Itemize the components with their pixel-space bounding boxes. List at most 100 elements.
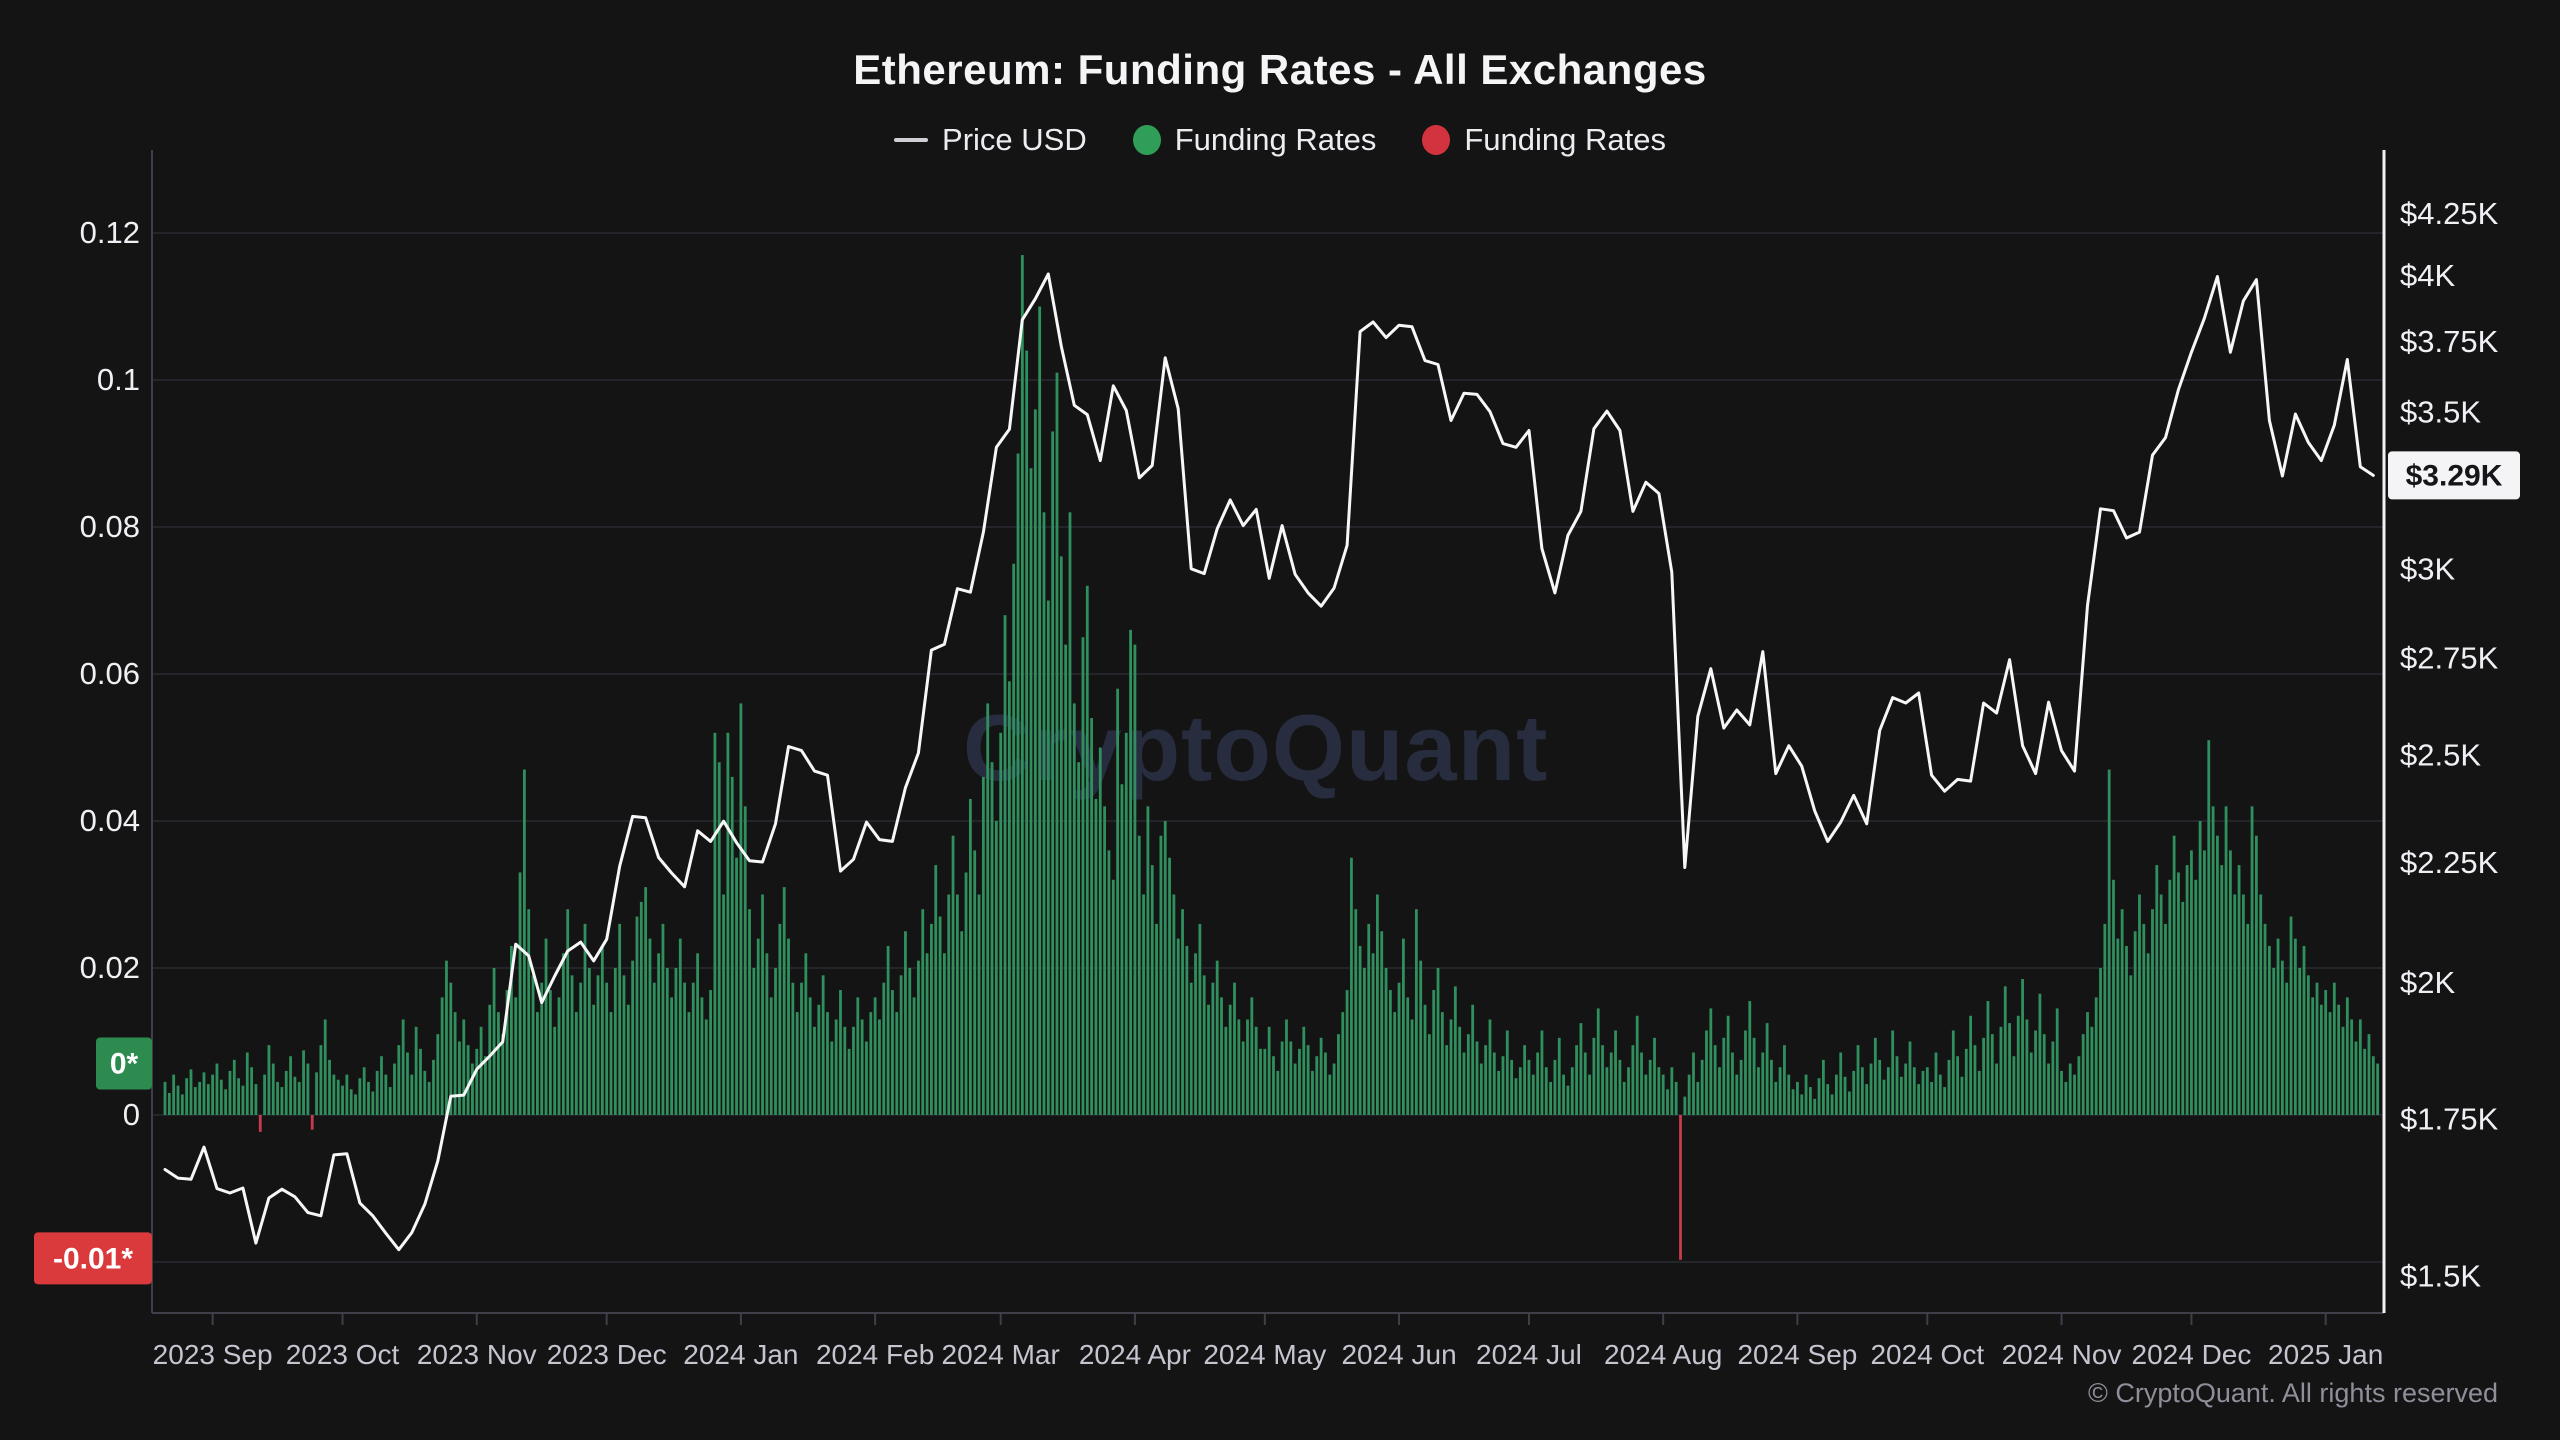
funding-bar — [1657, 1067, 1661, 1115]
funding-bar — [856, 997, 860, 1115]
funding-bar — [1350, 857, 1353, 1115]
funding-bar — [2055, 1008, 2059, 1115]
funding-bar — [613, 968, 617, 1115]
funding-bar — [271, 1063, 275, 1115]
funding-bar — [284, 1070, 288, 1115]
funding-bar — [189, 1069, 193, 1115]
funding-bar — [1475, 1041, 1479, 1115]
funding-bar — [479, 1026, 483, 1115]
funding-bar — [1380, 931, 1384, 1115]
funding-bar — [410, 1074, 414, 1115]
funding-bar — [1194, 953, 1197, 1115]
funding-bar — [1397, 982, 1401, 1115]
funding-bar — [813, 1026, 816, 1115]
funding-bar — [2328, 1012, 2332, 1115]
funding-bar — [2081, 1034, 2085, 1115]
funding-bar — [527, 909, 531, 1115]
funding-bar — [1631, 1045, 1635, 1115]
funding-bar — [328, 1059, 331, 1115]
funding-bar — [1059, 556, 1063, 1115]
funding-bar — [1873, 1037, 1877, 1115]
funding-bar — [1124, 732, 1128, 1115]
funding-bar — [999, 732, 1003, 1115]
funding-bar — [1003, 615, 1007, 1115]
funding-bar — [1337, 1034, 1340, 1115]
funding-bar — [2254, 835, 2258, 1115]
funding-bar — [947, 894, 951, 1115]
right-axis-label: $1.5K — [2400, 1259, 2481, 1294]
funding-bar — [401, 1019, 405, 1115]
funding-bar — [306, 1063, 310, 1115]
funding-bar — [510, 945, 513, 1115]
funding-bar — [1549, 1081, 1552, 1115]
funding-bar — [981, 776, 985, 1115]
funding-bar — [1809, 1087, 1812, 1115]
funding-bar — [1882, 1079, 1886, 1115]
funding-bar — [1562, 1074, 1565, 1115]
funding-bar — [2371, 1056, 2375, 1115]
funding-bar — [1181, 909, 1184, 1115]
funding-last-badge — [96, 1037, 152, 1090]
funding-bar — [1834, 1074, 1838, 1115]
funding-bar — [886, 945, 890, 1115]
funding-bar — [315, 1072, 318, 1115]
funding-bar — [921, 909, 925, 1115]
funding-bar — [756, 938, 760, 1115]
funding-bar — [2259, 894, 2263, 1115]
funding-bar — [1427, 1034, 1431, 1115]
x-axis-label: 2024 Jan — [683, 1339, 798, 1370]
funding-bar — [1449, 1019, 1453, 1115]
funding-bar — [1155, 923, 1158, 1115]
funding-bar — [683, 982, 686, 1115]
funding-bar — [297, 1081, 301, 1115]
funding-bar — [1159, 835, 1163, 1115]
funding-bar — [1592, 1037, 1596, 1115]
funding-bar — [2090, 1026, 2094, 1115]
funding-bar — [427, 1081, 431, 1115]
right-axis-label: $4.25K — [2400, 196, 2499, 231]
right-axis-label: $4K — [2400, 258, 2455, 293]
funding-bar — [1311, 1070, 1314, 1115]
funding-bar — [1735, 1074, 1739, 1115]
funding-bar — [193, 1087, 197, 1115]
funding-bar — [1285, 1019, 1288, 1115]
funding-bar — [1744, 1030, 1747, 1115]
legend-item-funding-positive[interactable]: Funding Rates — [1132, 122, 1377, 158]
funding-bar — [2276, 938, 2280, 1115]
funding-bar — [1531, 1074, 1535, 1115]
legend-item-price[interactable]: Price USD — [894, 122, 1087, 158]
funding-bar — [1869, 1063, 1873, 1115]
funding-bar — [1410, 1019, 1414, 1115]
funding-bar — [934, 865, 938, 1115]
copyright-note: © CryptoQuant. All rights reserved — [2087, 1378, 2498, 1408]
funding-bar — [1479, 1063, 1483, 1115]
funding-bar — [237, 1078, 241, 1115]
funding-bar — [2358, 1019, 2362, 1115]
funding-bar — [943, 953, 946, 1115]
funding-bar — [917, 960, 920, 1115]
funding-bar — [817, 1004, 821, 1115]
funding-bar — [336, 1079, 340, 1115]
funding-bar — [1705, 1030, 1708, 1115]
funding-bar — [787, 938, 790, 1115]
funding-bar — [1601, 1045, 1604, 1115]
legend-item-funding-negative[interactable]: Funding Rates — [1422, 122, 1666, 158]
funding-bar — [1090, 718, 1094, 1115]
funding-bar — [393, 1063, 396, 1115]
funding-bar — [826, 1012, 829, 1115]
funding-bar — [1583, 1052, 1587, 1115]
funding-bar — [1150, 865, 1154, 1115]
funding-bar — [1748, 1001, 1752, 1115]
legend-label: Funding Rates — [1174, 122, 1377, 157]
funding-bar — [289, 1056, 292, 1115]
funding-bar — [1202, 975, 1206, 1115]
funding-bar — [484, 1056, 487, 1115]
price-line-legend-icon — [894, 138, 929, 142]
funding-bar — [2198, 821, 2202, 1115]
funding-bar — [986, 703, 990, 1115]
red-dot-icon — [1422, 125, 1451, 155]
funding-bar — [1514, 1078, 1518, 1115]
funding-bar — [2021, 979, 2024, 1115]
funding-bar — [1843, 1076, 1847, 1115]
